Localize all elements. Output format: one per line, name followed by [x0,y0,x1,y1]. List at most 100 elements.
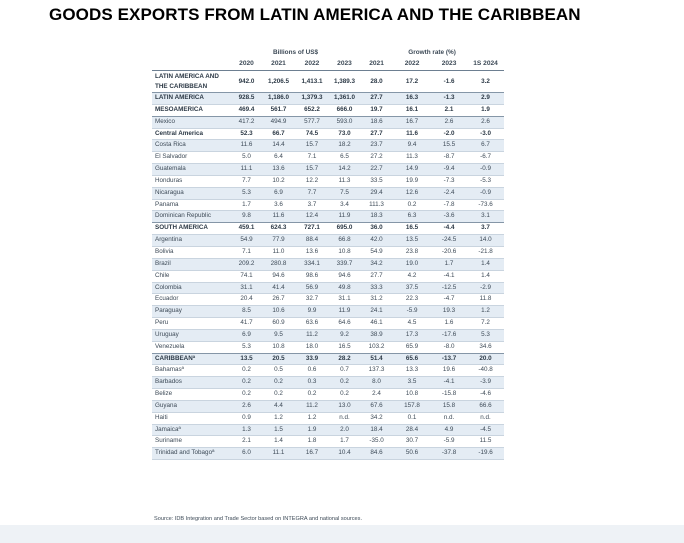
table-cell: -1.6 [431,70,468,93]
table-cell: 0.2 [329,388,361,401]
row-label: SOUTH AMERICA [152,222,231,236]
table-cell: 0.7 [329,364,361,378]
table-cell: 11.1 [262,447,295,461]
table-cell: 494.9 [262,116,295,129]
table-cell: 16.1 [393,104,432,117]
table-cell: 54.9 [360,246,394,259]
table-cell: 1.7 [431,258,468,271]
table-cell: 1.5 [262,424,295,437]
table-cell: 7.1 [231,246,262,259]
table-cell: -15.8 [431,388,468,401]
table-cell: 24.1 [360,305,394,319]
table-cell: -7.8 [431,199,468,212]
table-cell: -4.1 [431,270,468,283]
table-row: Bahamasª 0.2 0.5 0.6 0.7 137.3 13.3 19.6 -40.8 [152,364,505,378]
table-cell: 3.7 [467,222,505,236]
table-cell: 111.3 [360,199,394,212]
table-cell: -4.7 [431,293,468,307]
table-row: Colombia 31.1 41.4 56.9 49.8 33.3 37.5 -12.5 -2.… [152,282,505,295]
row-label: El Salvador [152,151,231,165]
row-label: Guatemala [152,163,231,176]
row-label: Colombia [152,282,231,295]
column-header-0: 2020 [231,58,262,71]
table-cell: 6.0 [231,447,262,461]
table-cell: -73.6 [467,199,505,212]
table-row: LATIN AMERICA 928.5 1,186.0 1,379.3 1,361.0 2… [152,92,505,105]
table-cell: 16.5 [393,222,432,236]
table-cell: 459.1 [231,222,262,236]
row-label: Bolivia [152,246,231,259]
table-cell: 10.2 [262,175,295,188]
row-label: Argentina [152,234,231,247]
table-cell: 11.2 [295,329,329,342]
table-row: Trinidad and Tobagoª 6.0 11.1 16.7 10.4 84.6 5… [152,447,505,461]
table-cell: 31.1 [231,282,262,295]
row-label: Trinidad and Tobagoª [152,447,231,461]
table-cell: -7.3 [431,175,468,188]
row-label: Venezuela [152,341,231,354]
table-cell: -40.8 [467,364,505,378]
table-cell: 6.7 [467,139,505,153]
table-cell: 928.5 [231,92,262,105]
table-cell: 54.9 [231,234,262,247]
table-cell: 0.6 [295,364,329,378]
table-cell: 0.2 [393,199,432,212]
table-cell: -3.0 [467,128,505,141]
table-cell: 6.9 [262,187,295,200]
table-cell: 11.1 [231,163,262,176]
table-row: Panama 1.7 3.6 3.7 3.4 111.3 0.2 -7.8 -73.6 [152,199,505,212]
table-cell: 20.4 [231,293,262,307]
table-cell: 0.2 [329,376,361,390]
table-cell: 18.6 [360,116,394,129]
table-cell: 11.3 [393,151,432,165]
table-cell: -4.4 [431,222,468,236]
table-cell: 0.2 [231,388,262,401]
group-header-values: Billions of US$ [272,49,319,56]
table-cell: 1.2 [467,305,505,319]
table-cell: -4.1 [431,376,468,390]
table-cell: 1.3 [231,424,262,437]
table-cell: 38.9 [360,329,394,342]
table-cell: 6.4 [262,151,295,165]
table-cell: 157.8 [393,400,432,413]
table-cell: 17.3 [393,329,432,342]
table-cell: 14.9 [393,163,432,176]
table-row: Jamaicaª 1.3 1.5 1.9 2.0 18.4 28.4 4.9 -4.5 [152,424,505,437]
row-label: Jamaicaª [152,424,231,437]
table-cell: -37.8 [431,447,468,461]
table-cell: 8.0 [360,376,394,390]
table-cell: 9.8 [231,210,262,224]
table-row: Central America 52.3 66.7 74.5 73.0 27.7 11.6-… [152,128,505,141]
table-cell: 33.9 [295,353,329,366]
table-cell: 50.6 [393,447,432,461]
table-cell: 66.6 [467,400,505,413]
table-cell: 417.2 [231,116,262,129]
table-cell: 561.7 [262,104,295,117]
table-cell: 652.2 [295,104,329,117]
table-cell: -35.0 [360,435,394,449]
table-row: MESOAMERICA 469.4 561.7 652.2 666.0 19.7 16.1 2… [152,104,505,117]
table-row: Guatemala 11.1 13.6 15.7 14.2 22.7 14.9 -9.4 -0.… [152,163,505,176]
table-cell: -4.5 [467,424,505,437]
table-cell: 26.7 [262,293,295,307]
table-cell: 0.2 [262,388,295,401]
table-cell: 16.7 [295,447,329,461]
row-label: Suriname [152,435,231,449]
row-label: Honduras [152,175,231,188]
row-label: Belize [152,388,231,401]
table-cell: 28.2 [329,353,361,366]
table-cell: 15.5 [431,139,468,153]
table-cell: 10.8 [329,246,361,259]
table-cell: 12.2 [295,175,329,188]
column-header-blank [152,58,231,71]
column-header-4: 2021 [360,58,394,71]
table-cell: 2.0 [329,424,361,437]
table-cell: 6.9 [231,329,262,342]
table-cell: -1.3 [431,92,468,105]
table-cell: 34.6 [467,341,505,354]
table-cell: 10.8 [262,341,295,354]
table-cell: 11.9 [329,305,361,319]
row-label: Guyana [152,400,231,413]
table-cell: 18.4 [360,424,394,437]
table-cell: -6.7 [467,151,505,165]
